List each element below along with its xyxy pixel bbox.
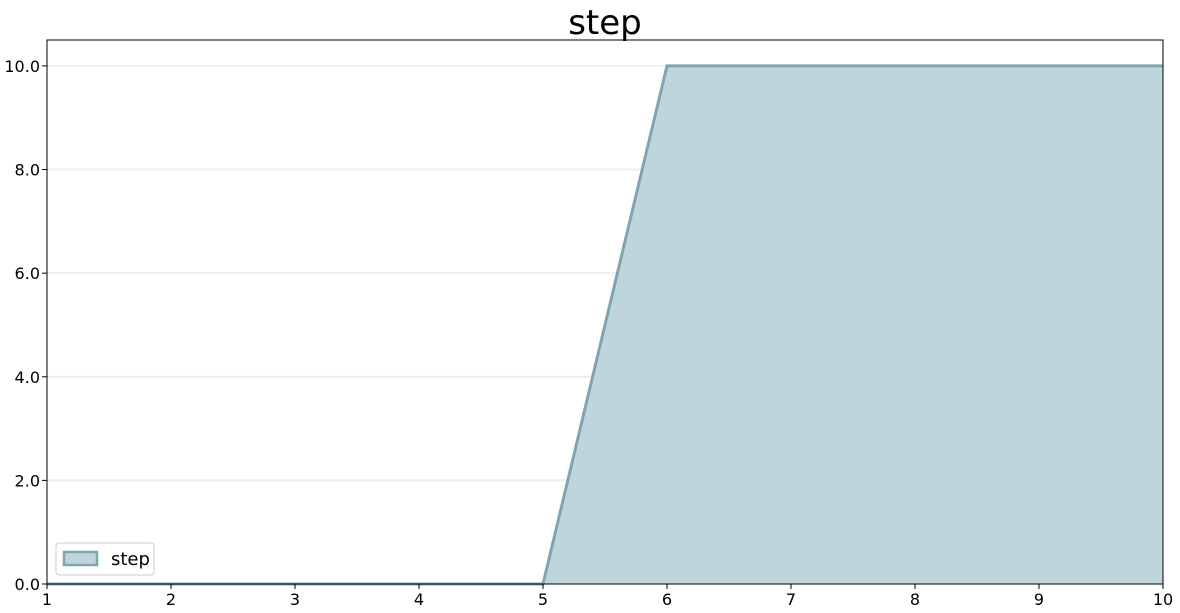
chart-title: step [568, 3, 642, 43]
series-area [47, 65, 1163, 584]
x-tick-label: 8 [910, 590, 920, 609]
x-tick-label: 2 [166, 590, 176, 609]
x-axis: 1 2 3 4 5 6 7 8 9 10 [42, 584, 1173, 609]
y-axis: 0.0 2.0 4.0 6.0 8.0 10.0 [4, 57, 47, 594]
y-tick-label: 10.0 [4, 57, 40, 76]
series-layer [47, 64, 1163, 586]
x-tick-label: 4 [414, 590, 424, 609]
x-tick-label: 10 [1153, 590, 1173, 609]
x-tick-label: 5 [538, 590, 548, 609]
y-tick-label: 8.0 [15, 161, 40, 180]
legend: step [55, 542, 155, 576]
y-tick-label: 0.0 [15, 575, 40, 594]
y-tick-label: 2.0 [15, 471, 40, 490]
y-tick-label: 4.0 [15, 368, 40, 387]
x-tick-label: 6 [662, 590, 672, 609]
x-tick-label: 9 [1034, 590, 1044, 609]
x-tick-label: 3 [290, 590, 300, 609]
x-tick-label: 1 [42, 590, 52, 609]
legend-swatch [62, 550, 99, 567]
plot-frame [46, 39, 1164, 585]
x-tick-label: 7 [786, 590, 796, 609]
y-tick-label: 6.0 [15, 264, 40, 283]
legend-label: step [111, 549, 150, 570]
